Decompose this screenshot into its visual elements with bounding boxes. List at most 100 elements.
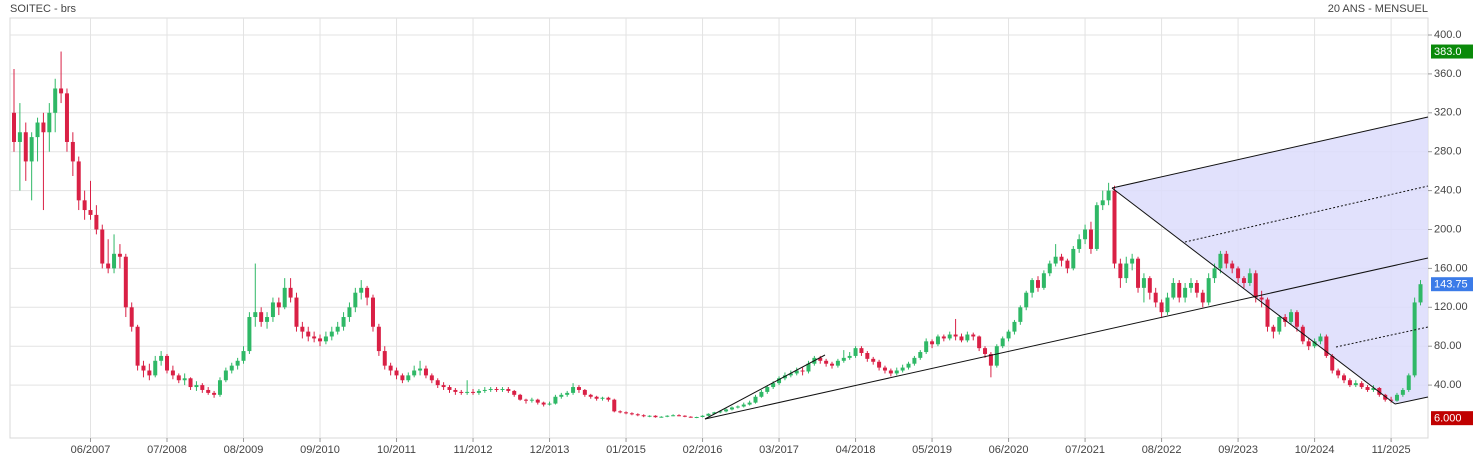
- candle-body: [1141, 278, 1146, 288]
- candle-body: [576, 387, 581, 390]
- x-tick-label: 08/2022: [1142, 444, 1182, 456]
- candle-body: [759, 391, 764, 397]
- candle-body: [1406, 375, 1411, 390]
- candle-body: [1224, 253, 1229, 264]
- candle-body: [412, 370, 417, 376]
- grid: [10, 18, 1428, 438]
- candle-body: [1412, 302, 1417, 376]
- candle-body: [147, 370, 152, 376]
- candle-body: [988, 353, 993, 366]
- candle-body: [1124, 263, 1129, 279]
- candle-body: [753, 396, 758, 403]
- candle-body: [1371, 388, 1376, 390]
- candle-body: [400, 375, 405, 381]
- x-tick-label: 07/2021: [1065, 444, 1105, 456]
- candle-body: [1253, 273, 1258, 298]
- candle-body: [170, 370, 175, 376]
- candle-body: [1359, 383, 1364, 388]
- candle-body: [865, 353, 870, 359]
- channel-bottom: [1394, 396, 1429, 405]
- candle-body: [594, 396, 599, 399]
- candle-body: [1247, 273, 1252, 283]
- candle-body: [624, 412, 629, 414]
- candle-body: [788, 373, 793, 376]
- candle-body: [1259, 297, 1264, 300]
- candle-body: [841, 357, 846, 361]
- candle-body: [765, 387, 770, 392]
- candle-body: [1094, 205, 1099, 249]
- price-label-box: [1431, 44, 1473, 59]
- candle-body: [535, 399, 540, 403]
- candle-body: [918, 352, 923, 358]
- chart-title: SOITEC - brs: [10, 3, 77, 15]
- candle-body: [1106, 190, 1111, 201]
- candle-body: [618, 411, 623, 413]
- candle-body: [1212, 268, 1217, 279]
- candle-body: [241, 351, 246, 361]
- candle-body: [571, 387, 576, 393]
- candle-body: [1289, 312, 1294, 322]
- price-label: 383.0: [1434, 46, 1462, 58]
- candle-body: [1047, 263, 1052, 274]
- candle-body: [612, 399, 617, 412]
- candle-body: [223, 370, 228, 381]
- candle-body: [1177, 282, 1182, 298]
- candle-body: [459, 391, 464, 393]
- candle-body: [165, 355, 170, 371]
- candle-body: [212, 392, 217, 395]
- candle-body: [1418, 284, 1423, 303]
- candle-body: [59, 88, 64, 94]
- candle-body: [500, 388, 505, 390]
- candle-body: [518, 394, 523, 400]
- candle-body: [512, 390, 517, 395]
- candle-body: [724, 409, 729, 412]
- candle-body: [418, 368, 423, 371]
- candle-body: [41, 122, 46, 133]
- candle-body: [853, 348, 858, 356]
- price-label: 143.75: [1434, 279, 1468, 291]
- candle-body: [1236, 268, 1241, 279]
- candle-body: [706, 413, 711, 416]
- candle-body: [323, 336, 328, 342]
- candle-body: [900, 367, 905, 371]
- candle-body: [159, 355, 164, 361]
- candle-body: [47, 112, 52, 133]
- candle-body: [259, 312, 264, 322]
- candle-body: [365, 287, 370, 298]
- candle-body: [718, 411, 723, 413]
- candle-body: [506, 388, 511, 391]
- candle-body: [100, 229, 105, 264]
- candle-body: [1394, 394, 1399, 401]
- candle-body: [824, 360, 829, 364]
- candle-body: [1130, 258, 1135, 264]
- y-tick-label: 200.0: [1434, 223, 1462, 235]
- candle-body: [76, 161, 81, 201]
- channel-area: [1112, 117, 1428, 404]
- candle-body: [318, 338, 323, 342]
- candle-body: [1294, 312, 1299, 327]
- candle-body: [176, 375, 181, 381]
- x-tick-label: 07/2008: [147, 444, 187, 456]
- candle-body: [94, 214, 99, 230]
- candle-body: [435, 380, 440, 386]
- candle-body: [983, 348, 988, 354]
- candle-body: [1183, 287, 1188, 298]
- candle-body: [877, 361, 882, 368]
- candle-body: [806, 363, 811, 372]
- candle-body: [647, 415, 652, 417]
- candle-body: [1065, 260, 1070, 269]
- candle-body: [353, 292, 358, 308]
- x-tick-label: 06/2007: [71, 444, 111, 456]
- candle-body: [665, 415, 670, 417]
- candle-body: [794, 370, 799, 374]
- candle-body: [17, 132, 22, 142]
- y-tick-label: 320.0: [1434, 107, 1462, 119]
- candle-body: [382, 351, 387, 366]
- candle-body: [270, 302, 275, 318]
- candle-body: [930, 341, 935, 345]
- candle-body: [1324, 336, 1329, 356]
- candle-body: [1030, 280, 1035, 293]
- candle-body: [376, 326, 381, 352]
- candle-body: [1277, 317, 1282, 332]
- candle-body: [471, 391, 476, 393]
